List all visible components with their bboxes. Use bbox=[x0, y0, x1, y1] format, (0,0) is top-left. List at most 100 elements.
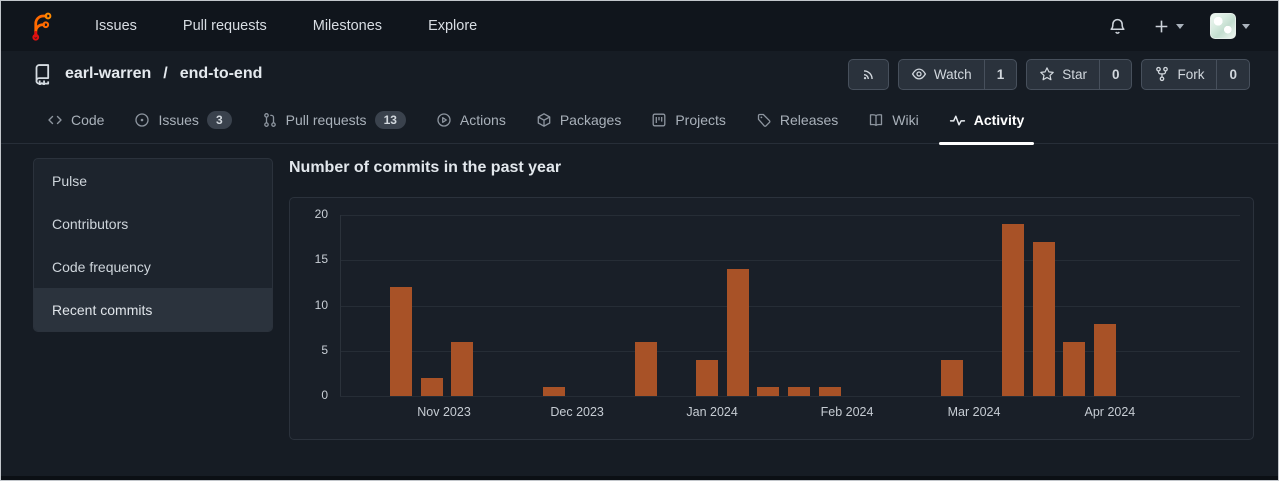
tab-projects[interactable]: Projects bbox=[639, 97, 738, 143]
notifications-button[interactable] bbox=[1108, 17, 1127, 36]
y-axis-tick-label: 15 bbox=[314, 252, 328, 267]
navbar-link-issues[interactable]: Issues bbox=[95, 18, 137, 34]
repo-action-buttons: Watch 1 Star 0 Fo bbox=[847, 58, 1250, 90]
commit-bar-week-22[interactable] bbox=[1002, 224, 1025, 396]
chevron-down-icon bbox=[1176, 23, 1184, 29]
fork-icon bbox=[1156, 66, 1169, 82]
watch-button[interactable]: Watch 1 bbox=[897, 58, 1018, 90]
navbar-link-explore[interactable]: Explore bbox=[428, 18, 478, 34]
x-axis-month-label: Nov 2023 bbox=[417, 405, 471, 419]
recent-commits-main: Number of commits in the past year 0 5 10 1… bbox=[289, 158, 1254, 440]
star-button[interactable]: Star 0 bbox=[1026, 58, 1133, 90]
user-menu-button[interactable] bbox=[1210, 13, 1250, 39]
tab-wiki[interactable]: Wiki bbox=[856, 97, 930, 143]
y-axis-tick-label: 0 bbox=[321, 388, 328, 402]
tab-actions[interactable]: Actions bbox=[424, 97, 518, 143]
tab-label: Releases bbox=[779, 112, 839, 128]
commit-bar-week-25[interactable] bbox=[1094, 323, 1116, 396]
x-axis-month-label: Apr 2024 bbox=[1084, 405, 1136, 419]
commit-bar-week-3[interactable] bbox=[420, 377, 443, 396]
tab-label: Pull requests bbox=[285, 112, 367, 128]
sidebar-item-contributors[interactable]: Contributors bbox=[52, 215, 129, 232]
navbar-right bbox=[1108, 13, 1250, 39]
star-count[interactable]: 0 bbox=[1098, 59, 1132, 89]
commit-bar-week-10[interactable] bbox=[635, 341, 657, 396]
commit-bar-week-24[interactable] bbox=[1063, 341, 1086, 396]
tab-releases[interactable]: Releases bbox=[744, 97, 850, 143]
watch-count[interactable]: 1 bbox=[983, 59, 1017, 89]
x-axis-month-label: Mar 2024 bbox=[947, 405, 1001, 419]
tab-code[interactable]: Code bbox=[35, 97, 116, 143]
commit-bar-week-14[interactable] bbox=[757, 386, 780, 396]
chevron-down-icon bbox=[1242, 23, 1250, 29]
y-axis-tick-label: 20 bbox=[314, 207, 328, 221]
watch-label: Watch bbox=[933, 66, 972, 82]
fork-label: Fork bbox=[1177, 66, 1205, 82]
tab-label: Actions bbox=[459, 112, 506, 128]
repo-tabs: Code Issues 3 Pull requests 13 Actions bbox=[1, 97, 1278, 145]
issue-opened-icon bbox=[135, 113, 150, 127]
plus-icon bbox=[1155, 20, 1168, 32]
y-axis-line bbox=[340, 215, 341, 396]
sidebar-item-recent-commits[interactable]: Recent commits bbox=[34, 288, 272, 331]
rss-feed-button[interactable] bbox=[847, 58, 889, 90]
star-icon bbox=[1040, 67, 1055, 81]
navbar-link-pull-requests[interactable]: Pull requests bbox=[182, 18, 267, 34]
tab-label: Wiki bbox=[892, 112, 919, 128]
navbar-link-milestones[interactable]: Milestones bbox=[312, 18, 383, 34]
commit-bar-week-15[interactable] bbox=[788, 386, 810, 396]
tab-packages[interactable]: Packages bbox=[524, 97, 633, 143]
y-axis-tick-label: 10 bbox=[314, 297, 328, 312]
bottom-edge bbox=[1, 476, 1278, 480]
repo-header: earl-warren / end-to-end bbox=[1, 51, 1278, 97]
tab-label: Activity bbox=[973, 112, 1025, 128]
commit-bar-week-12[interactable] bbox=[696, 359, 719, 396]
fork-button[interactable]: Fork 0 bbox=[1141, 58, 1250, 90]
repo-name-link[interactable]: end-to-end bbox=[179, 65, 263, 82]
git-pull-request-icon bbox=[263, 113, 276, 127]
tab-label: Issues bbox=[158, 112, 199, 128]
eye-icon bbox=[911, 68, 927, 80]
gridline-y-0 bbox=[340, 396, 1240, 397]
gridline-y-10 bbox=[340, 305, 1240, 307]
repo-title: earl-warren / end-to-end bbox=[31, 63, 262, 85]
x-axis-month-label: Dec 2023 bbox=[550, 405, 604, 419]
user-avatar bbox=[1210, 13, 1236, 39]
code-icon bbox=[48, 115, 62, 125]
commits-bar-chart: 0 5 10 15 20 Nov 2023 Dec 2023 Jan 2024 Feb 2024… bbox=[289, 197, 1254, 440]
commit-bar-week-16[interactable] bbox=[818, 386, 841, 396]
forgejo-logo-icon bbox=[32, 12, 52, 41]
sidebar-item-code-frequency[interactable]: Code frequency bbox=[52, 258, 151, 275]
fork-count[interactable]: 0 bbox=[1216, 59, 1249, 89]
project-board-icon bbox=[652, 113, 666, 127]
commit-bar-week-13[interactable] bbox=[726, 269, 749, 396]
gridline-y-15 bbox=[340, 260, 1240, 262]
forgejo-logo[interactable] bbox=[27, 10, 59, 42]
commit-bar-week-2[interactable] bbox=[390, 287, 413, 396]
bell-icon bbox=[1110, 18, 1125, 34]
repo-separator: / bbox=[163, 65, 168, 82]
tab-issues[interactable]: Issues 3 bbox=[122, 97, 243, 143]
activity-sidebar: Pulse Contributors Code frequency Recent… bbox=[33, 158, 273, 332]
chart-title: Number of commits in the past year bbox=[289, 159, 562, 176]
commit-bar-week-20[interactable] bbox=[941, 359, 963, 396]
navbar-links: Issues Pull requests Milestones Explore bbox=[95, 18, 477, 34]
gridline-y-20 bbox=[340, 215, 1240, 216]
sidebar-item-pulse[interactable]: Pulse bbox=[52, 172, 88, 189]
tab-activity[interactable]: Activity bbox=[937, 97, 1037, 145]
commit-bar-week-4[interactable] bbox=[451, 341, 474, 396]
tab-pull-requests[interactable]: Pull requests 13 bbox=[250, 97, 418, 143]
commit-bar-week-23[interactable] bbox=[1032, 242, 1055, 396]
create-new-button[interactable] bbox=[1153, 18, 1184, 35]
repo-owner-link[interactable]: earl-warren bbox=[65, 65, 152, 82]
activity-content: Pulse Contributors Code frequency Recent… bbox=[1, 144, 1278, 440]
x-axis-month-label: Feb 2024 bbox=[820, 405, 874, 419]
play-circle-icon bbox=[437, 113, 451, 127]
package-icon bbox=[537, 113, 551, 127]
gridline-y-5 bbox=[340, 350, 1240, 352]
commit-bar-week-7[interactable] bbox=[543, 386, 566, 396]
repo-icon bbox=[35, 64, 50, 85]
star-label: Star bbox=[1062, 66, 1087, 82]
tab-label: Packages bbox=[559, 112, 622, 128]
